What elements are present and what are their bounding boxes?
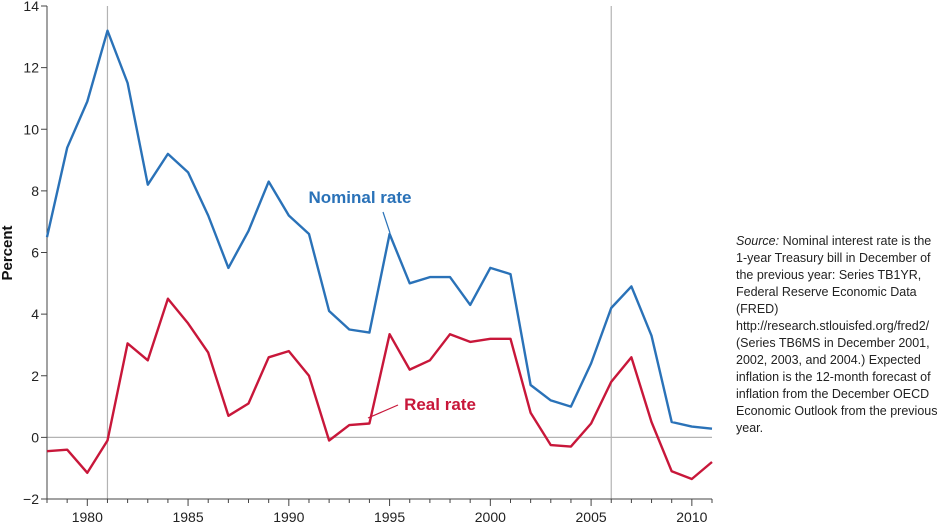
line-chart: −2 0 2 4 6 8 10 12 14 1980 1985 1990 1995 2000 2005 201… [0, 0, 713, 524]
x-tick-label: 1980 [72, 509, 103, 524]
source-note-text: Nominal interest rate is the 1-year Trea… [736, 234, 938, 435]
y-axis-title: Percent [0, 225, 16, 280]
series-layer [45, 29, 713, 481]
y-tick-label: 0 [31, 429, 39, 445]
axis-layer: −2 0 2 4 6 8 10 12 14 1980 1985 1990 1995 2000 2005 201… [23, 0, 713, 524]
source-note: Source: Nominal interest rate is the 1-y… [736, 233, 942, 437]
x-tick-label: 2000 [475, 509, 506, 524]
nominal-rate-label: Nominal rate [309, 188, 412, 207]
grid-layer [47, 6, 712, 499]
nominal-rate-leader-line [382, 211, 391, 234]
y-tick-label: 12 [23, 60, 39, 76]
x-tick-label: 2010 [676, 509, 707, 524]
x-tick-label: 1995 [374, 509, 405, 524]
source-label: Source: [736, 234, 780, 248]
y-tick-label: 6 [31, 245, 39, 261]
series-line-nominal-rate [45, 29, 713, 430]
y-tick-label: −2 [23, 491, 39, 507]
series-line-real-rate [46, 297, 713, 481]
y-tick-label: 2 [31, 368, 39, 384]
real-rate-label: Real rate [404, 395, 476, 414]
y-tick-label: 10 [23, 121, 39, 137]
y-tick-label: 14 [23, 0, 39, 14]
x-tick-label: 2005 [576, 509, 607, 524]
real-rate-leader-line [367, 404, 399, 419]
annotation-layer: Nominal rate Real rate [309, 188, 476, 419]
x-tick-label: 1985 [172, 509, 203, 524]
x-tick-label: 1990 [273, 509, 304, 524]
y-tick-label: 8 [31, 183, 39, 199]
y-tick-label: 4 [31, 306, 39, 322]
